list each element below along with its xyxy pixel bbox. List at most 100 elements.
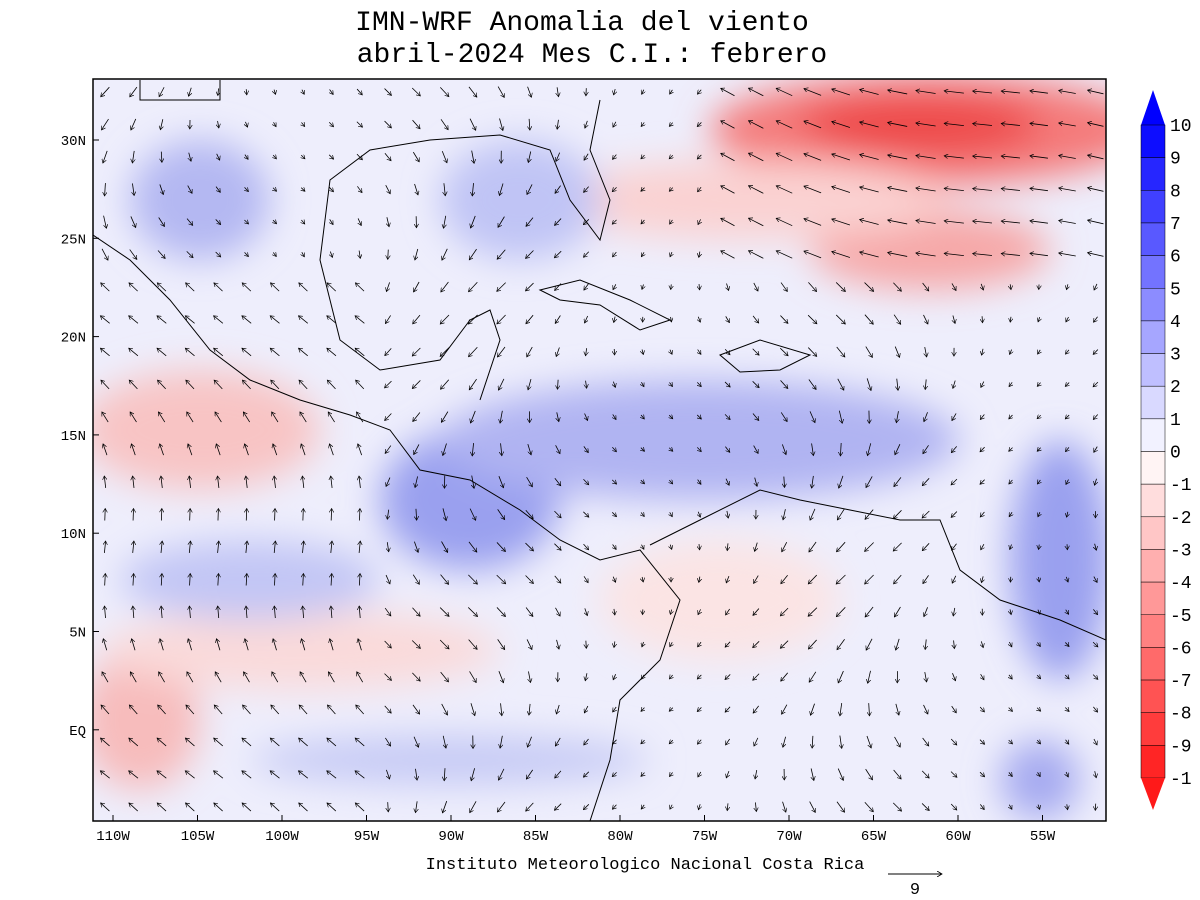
wind-arrow <box>330 89 334 94</box>
wind-arrow <box>356 380 365 390</box>
wind-arrow <box>669 188 672 192</box>
wind-arrow <box>669 382 672 386</box>
colorbar-label: 0 <box>1170 444 1181 464</box>
wind-arrow <box>1030 253 1048 255</box>
wind-arrow <box>386 282 389 291</box>
wind-arrow <box>860 252 879 258</box>
wind-arrow <box>1009 512 1012 517</box>
wind-arrow <box>104 476 105 489</box>
map-field <box>93 79 1106 821</box>
wind-arrow <box>273 639 277 651</box>
colorbar-label: -1 <box>1170 770 1192 790</box>
wind-arrow <box>699 284 700 290</box>
wind-arrow <box>1001 254 1021 256</box>
wind-arrow <box>888 220 908 225</box>
wind-arrow <box>157 771 167 779</box>
wind-arrow <box>303 606 304 619</box>
wind-arrow <box>246 606 247 619</box>
wind-arrow <box>698 186 702 192</box>
lon-label: 90W <box>438 829 464 845</box>
wind-arrow <box>358 639 362 651</box>
wind-arrow <box>214 316 224 324</box>
wind-arrow <box>386 769 389 779</box>
wind-arrow <box>1037 350 1041 354</box>
wind-arrow <box>836 801 845 812</box>
wind-arrow <box>752 315 759 323</box>
wind-arrow <box>440 314 450 324</box>
wind-arrow <box>385 574 390 584</box>
colorbar-box <box>1140 124 1166 158</box>
wind-arrow <box>270 316 280 324</box>
wind-arrow <box>671 316 672 322</box>
wind-arrow <box>837 378 844 390</box>
wind-arrow <box>612 219 617 224</box>
wind-arrow <box>526 639 532 649</box>
wind-arrow <box>1067 511 1068 517</box>
wind-arrow <box>302 252 305 257</box>
wind-arrow <box>500 410 502 423</box>
wind-arrow <box>725 706 731 712</box>
wind-arrow <box>387 509 388 520</box>
wind-arrow <box>412 119 421 129</box>
wind-arrow <box>1065 383 1069 387</box>
wind-arrow <box>952 673 955 681</box>
wind-arrow <box>358 444 363 456</box>
wind-arrow <box>670 349 672 355</box>
wind-arrow <box>412 704 420 714</box>
wind-arrow <box>836 574 846 584</box>
wind-arrow <box>385 380 392 388</box>
wind-arrow <box>299 803 308 812</box>
wind-arrow <box>440 671 449 682</box>
wind-arrow <box>554 737 561 746</box>
wind-arrow <box>804 186 822 194</box>
wind-arrow <box>921 770 929 778</box>
wind-arrow <box>498 378 505 390</box>
wind-arrow <box>1010 284 1011 289</box>
wind-arrow <box>414 281 420 292</box>
wind-arrow <box>804 121 822 129</box>
wind-arrow <box>922 737 929 746</box>
wind-arrow <box>158 412 166 423</box>
wind-arrow <box>499 183 504 196</box>
wind-arrow <box>355 348 365 357</box>
wind-arrow <box>129 249 137 260</box>
wind-arrow <box>497 346 506 357</box>
wind-arrow <box>327 283 337 292</box>
wind-arrow <box>1088 220 1104 225</box>
wind-arrow <box>1010 544 1012 549</box>
wind-arrow <box>810 508 816 520</box>
wind-arrow <box>101 86 110 97</box>
wind-arrow <box>1038 317 1040 322</box>
wind-arrow <box>440 347 450 357</box>
wind-arrow <box>980 511 985 517</box>
wind-arrow <box>158 705 166 715</box>
wind-arrow <box>189 87 192 96</box>
wind-arrow <box>748 186 764 194</box>
wind-arrow <box>980 446 985 452</box>
wind-arrow <box>160 119 162 129</box>
wind-arrow <box>388 802 389 812</box>
lon-label: 110W <box>96 829 130 845</box>
wind-arrow <box>500 735 502 748</box>
wind-arrow <box>242 380 251 390</box>
wind-arrow <box>104 606 105 619</box>
colorbar-label: 4 <box>1170 313 1181 333</box>
wind-arrow <box>188 444 193 456</box>
wind-arrow <box>1059 221 1076 224</box>
wind-arrow <box>443 443 447 455</box>
wind-arrow <box>497 509 505 519</box>
wind-arrow <box>270 283 280 292</box>
wind-arrow <box>441 150 447 163</box>
wind-arrow <box>103 150 108 163</box>
wind-arrow <box>468 574 477 584</box>
wind-arrow <box>556 704 559 714</box>
wind-arrow <box>670 642 672 646</box>
wind-arrow <box>412 672 420 681</box>
wind-arrow <box>161 541 162 554</box>
wind-arrow <box>840 735 842 749</box>
colorbar-label: 2 <box>1170 378 1181 398</box>
wind-arrow <box>186 251 193 257</box>
wind-arrow <box>836 346 845 357</box>
wind-arrow <box>329 186 333 192</box>
wind-arrow <box>525 282 534 291</box>
